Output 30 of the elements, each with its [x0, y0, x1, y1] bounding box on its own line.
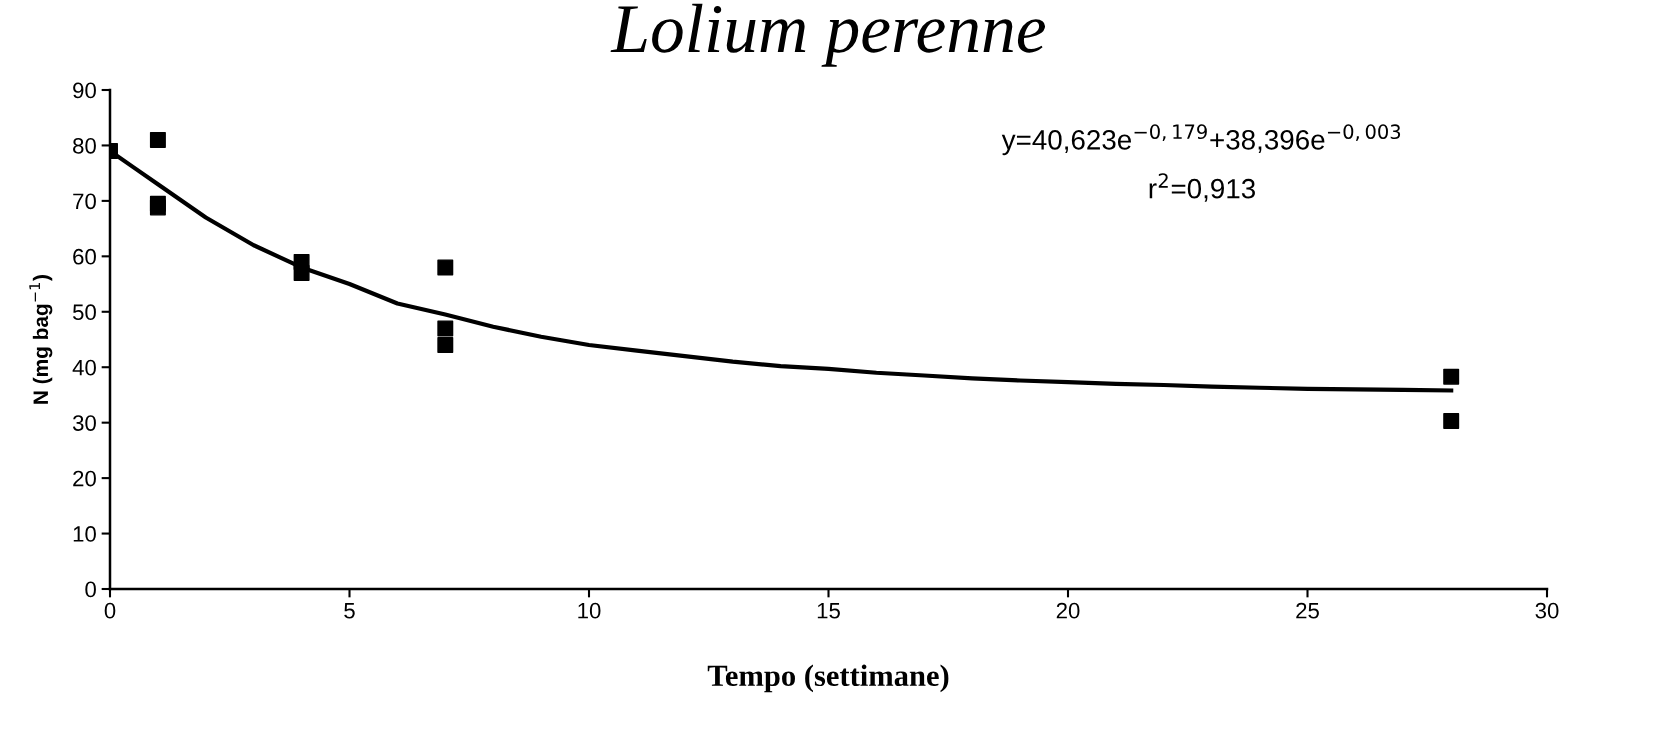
y-tick-label: 60	[73, 248, 96, 265]
y-tick-label: 10	[73, 526, 96, 542]
point	[293, 264, 310, 281]
y-axis-title: N (mg bag$^{−1}$)	[29, 275, 53, 404]
point	[149, 199, 166, 216]
y-tick-label: 40	[72, 359, 96, 376]
x-tick-label: 0	[104, 602, 116, 619]
x-tick-label: 20	[1056, 602, 1080, 619]
y-tick-label: 0	[85, 581, 96, 598]
y-tick-label: 80	[73, 137, 96, 154]
y-tick-label: 70	[73, 193, 96, 210]
x-tick-label: 25	[1296, 602, 1319, 619]
x-tick-label: 15	[817, 603, 840, 619]
x-tick-label: 5	[344, 603, 355, 619]
y-tick-label: 90	[73, 82, 96, 99]
x-axis-title: Tempo (settimane)	[707, 664, 949, 693]
y-tick-label: 30	[72, 415, 96, 431]
annotation: r$^{2}$=0,913	[1149, 173, 1255, 202]
point	[1443, 413, 1460, 429]
chart-title: Lolium perenne	[610, 3, 1046, 67]
point	[437, 320, 454, 337]
y-tick-label: 50	[72, 304, 96, 321]
x-tick-label: 30	[1535, 602, 1559, 619]
x-tick-label: 10	[578, 602, 601, 619]
point	[149, 131, 166, 148]
point	[437, 337, 454, 354]
y-tick-label: 20	[73, 470, 96, 487]
point	[437, 259, 454, 276]
point	[1443, 368, 1460, 385]
annotation: y=40,623e$^{−0,179}$+38,396e$^{−0,003}$	[1001, 124, 1401, 156]
